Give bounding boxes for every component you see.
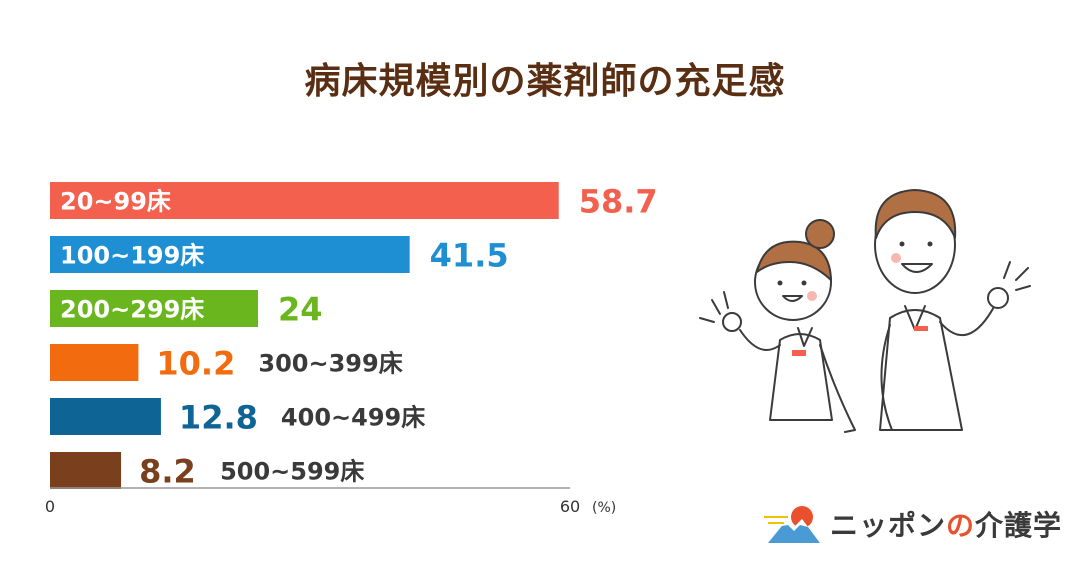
category-label: 500~599床 — [220, 458, 364, 486]
category-label: 300~399床 — [258, 350, 402, 378]
value-label: 24 — [278, 291, 323, 329]
brand-name-part2: の — [946, 509, 976, 542]
mount-fuji-logo-icon — [764, 506, 820, 543]
bar — [50, 182, 559, 219]
brand-logo: ニッポンの介護学 — [762, 498, 1072, 550]
value-label: 8.2 — [139, 453, 196, 491]
x-tick-label: 60 — [560, 497, 580, 516]
category-label: 400~499床 — [281, 404, 425, 432]
bar — [50, 452, 122, 489]
chart-title: 病床規模別の薬剤師の充足感 — [304, 61, 786, 102]
bar — [50, 290, 258, 327]
bar — [50, 398, 161, 435]
bar — [50, 236, 410, 273]
x-axis-unit: (%) — [592, 500, 616, 516]
value-label: 58.7 — [579, 183, 658, 221]
x-tick-label: 0 — [45, 497, 55, 516]
value-label: 12.8 — [179, 399, 258, 437]
brand-name-part3: 介護学 — [975, 509, 1063, 542]
brand-name: ニッポンの介護学 — [830, 504, 1062, 544]
x-axis-ticks: 0 60 (%) — [45, 497, 616, 516]
bars-layer: 20~99床 58.7 100~199床 41.5 200~299床 24 10.2 300~… — [50, 182, 658, 491]
staff-illustration — [699, 189, 1031, 433]
brand-name-part1: ニッポン — [830, 509, 947, 542]
category-label: 20~99床 — [60, 188, 171, 216]
category-label: 200~299床 — [60, 296, 204, 324]
value-label: 10.2 — [156, 345, 235, 383]
bar — [50, 344, 139, 381]
category-label: 100~199床 — [60, 242, 204, 270]
value-label: 41.5 — [430, 237, 509, 275]
